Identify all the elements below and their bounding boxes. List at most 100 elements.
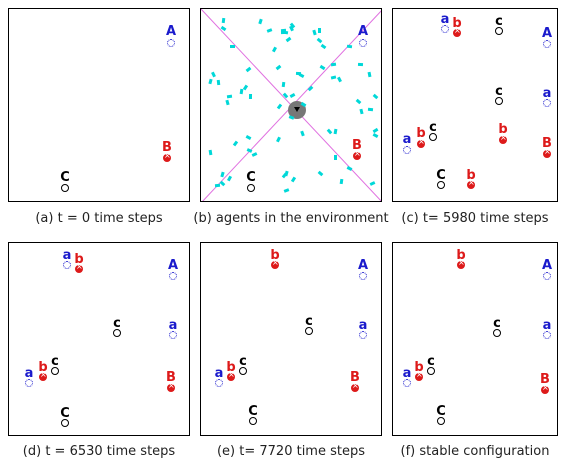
marker-B xyxy=(351,381,359,392)
agent-marker xyxy=(357,62,363,66)
diagonal-lines xyxy=(201,9,381,201)
caption-b: (b) agents in the environment xyxy=(193,211,389,226)
label-C: C xyxy=(436,404,446,419)
label-b: b xyxy=(226,360,236,375)
label-c: c xyxy=(495,84,503,99)
marker-C xyxy=(249,417,257,425)
marker-c xyxy=(305,327,313,335)
label-b: b xyxy=(416,126,426,141)
label-c: c xyxy=(429,120,437,135)
caption-d: (d) t = 6530 time steps xyxy=(22,444,176,459)
agent-marker xyxy=(333,129,337,135)
marker-a xyxy=(403,146,411,154)
label-a: a xyxy=(542,86,552,101)
label-a: a xyxy=(402,366,412,381)
label-b: b xyxy=(466,168,476,183)
label-a: a xyxy=(358,318,368,333)
label-c: c xyxy=(305,314,313,329)
label-b: b xyxy=(38,360,48,375)
label-c: c xyxy=(51,354,59,369)
marker-c xyxy=(51,367,59,375)
agent-marker xyxy=(215,183,221,188)
label-B: B xyxy=(542,136,552,151)
marker-c xyxy=(113,329,121,337)
label-A: A xyxy=(165,24,177,39)
marker-b xyxy=(453,26,461,37)
marker-b xyxy=(75,262,83,273)
marker-C xyxy=(437,417,445,425)
marker-A xyxy=(543,40,551,48)
marker-c xyxy=(429,133,437,141)
marker-c xyxy=(495,97,503,105)
marker-C xyxy=(437,181,445,189)
label-a: a xyxy=(62,248,72,263)
label-a: a xyxy=(168,318,178,333)
marker-a xyxy=(543,331,551,339)
label-a: a xyxy=(542,318,552,333)
marker-a xyxy=(169,331,177,339)
marker-B xyxy=(541,383,549,394)
marker-a xyxy=(215,379,223,387)
marker-C xyxy=(61,419,69,427)
label-A: A xyxy=(357,258,369,273)
label-B: B xyxy=(350,370,360,385)
label-a: a xyxy=(440,12,450,27)
panel-f: b A c a a b c B C xyxy=(392,242,558,436)
agent-marker xyxy=(368,107,374,111)
marker-A xyxy=(169,272,177,280)
marker-b xyxy=(417,137,425,148)
caption-f: (f) stable configuration xyxy=(400,444,550,459)
marker-a xyxy=(63,261,71,269)
panel-e: b A c a a b c B C xyxy=(200,242,382,436)
label-B: B xyxy=(352,138,362,153)
marker-A xyxy=(167,39,175,47)
label-a: a xyxy=(402,132,412,147)
marker-c xyxy=(239,367,247,375)
agent-marker xyxy=(281,81,286,88)
marker-A xyxy=(359,272,367,280)
label-b: b xyxy=(498,122,508,137)
marker-a xyxy=(403,379,411,387)
panel-c: a b c A c a a b c b B C b xyxy=(392,8,558,202)
agent-marker xyxy=(280,28,287,32)
label-C: C xyxy=(436,168,446,183)
label-b: b xyxy=(270,248,280,263)
agent-marker xyxy=(318,27,322,33)
marker-B xyxy=(163,151,171,162)
agent-marker xyxy=(295,71,301,75)
label-A: A xyxy=(541,258,553,273)
label-b: b xyxy=(456,248,466,263)
marker-b xyxy=(467,178,475,189)
marker-a xyxy=(25,379,33,387)
label-C: C xyxy=(60,406,70,421)
marker-a xyxy=(543,99,551,107)
label-b: b xyxy=(452,16,462,31)
label-B: B xyxy=(166,370,176,385)
marker-B xyxy=(353,149,361,160)
agent-marker xyxy=(334,154,338,160)
panel-b: A B C xyxy=(200,8,382,202)
marker-a xyxy=(359,331,367,339)
marker-C xyxy=(247,184,255,192)
agent-marker xyxy=(248,93,253,99)
marker-b xyxy=(271,258,279,269)
label-A: A xyxy=(541,26,553,41)
marker-C xyxy=(61,184,69,192)
label-A: A xyxy=(167,258,179,273)
marker-b xyxy=(39,370,47,381)
panel-d: a b A c a a b c B C xyxy=(8,242,190,436)
label-b: b xyxy=(74,252,84,267)
panel-a: A B C xyxy=(8,8,190,202)
label-B: B xyxy=(162,140,172,155)
agent-marker xyxy=(216,80,220,86)
label-c: c xyxy=(427,354,435,369)
marker-A xyxy=(359,39,367,47)
label-c: c xyxy=(113,316,121,331)
marker-c xyxy=(427,367,435,375)
caption-a: (a) t = 0 time steps xyxy=(35,211,163,226)
label-C: C xyxy=(60,170,70,185)
marker-c xyxy=(493,329,501,337)
label-A: A xyxy=(357,24,369,39)
marker-b xyxy=(227,370,235,381)
label-c: c xyxy=(493,316,501,331)
